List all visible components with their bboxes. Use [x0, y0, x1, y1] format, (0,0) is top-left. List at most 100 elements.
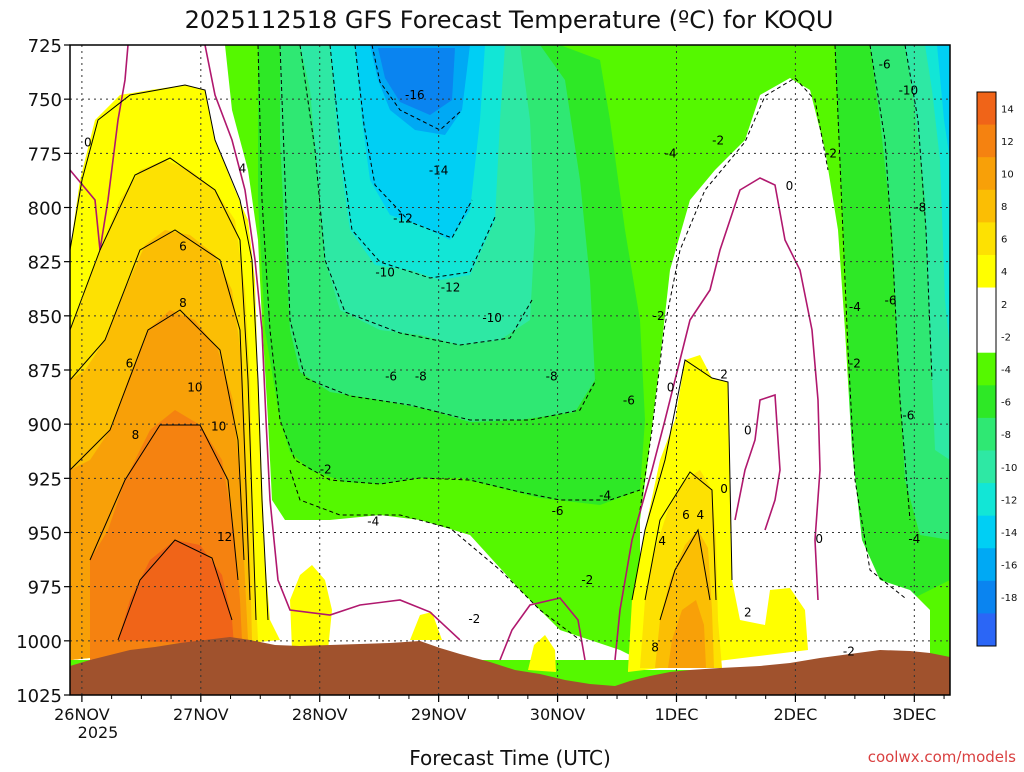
- contour-label: -8: [546, 370, 558, 384]
- y-tick-label: 1000: [16, 632, 62, 653]
- contour-label: -10: [482, 311, 502, 325]
- contour-label: 6: [682, 508, 690, 522]
- field-warm-12: [118, 540, 234, 645]
- colorbar-swatch: [977, 189, 996, 223]
- field-warm-pocket-1: [290, 565, 332, 650]
- x-tick-label: 1DEC: [655, 705, 699, 724]
- colorbar-label: 2: [1001, 300, 1007, 311]
- x-axis: 26NOV 27NOV 28NOV 29NOV 30NOV 1DEC 2DEC 3DEC: [54, 695, 945, 724]
- colorbar-label: -4: [1001, 365, 1011, 376]
- contour-label: 4: [239, 162, 247, 176]
- y-tick-label: 750: [28, 90, 62, 111]
- colorbar-swatch: [977, 417, 996, 451]
- y-tick-label: 875: [28, 361, 62, 382]
- contour-label: 0: [720, 482, 728, 496]
- colorbar-label: 8: [1001, 202, 1007, 213]
- credit-link[interactable]: coolwx.com/models: [868, 748, 1016, 766]
- x-subtick-label: 2025: [78, 723, 119, 742]
- colorbar-label: 12: [1001, 137, 1014, 148]
- contour-label: 10: [187, 380, 202, 394]
- contour-label: 0: [744, 424, 752, 438]
- y-tick-label: 850: [28, 307, 62, 328]
- negative-contours: [257, 45, 933, 641]
- field-warm-pocket-2: [410, 612, 442, 640]
- contour-label: 0: [84, 136, 92, 150]
- colorbar-label: 10: [1001, 169, 1014, 180]
- colorbar-swatch: [977, 385, 996, 419]
- x-tick-label: 3DEC: [892, 705, 936, 724]
- x-tick-label: 28NOV: [292, 705, 348, 724]
- colorbar-swatch: [977, 515, 996, 549]
- contour-label: -16: [405, 88, 425, 102]
- colorbar-label: -14: [1001, 528, 1017, 539]
- contour-label: -10: [375, 266, 395, 280]
- contour-label: -8: [914, 201, 926, 215]
- colorbar-swatch: [977, 548, 996, 582]
- colorbar-label: 14: [1001, 104, 1014, 115]
- colorbar-label: 6: [1001, 235, 1007, 246]
- y-tick-label: 725: [28, 36, 62, 57]
- colorbar-label: -8: [1001, 430, 1011, 441]
- contour-label: -4: [599, 489, 611, 503]
- contour-label: -2: [320, 463, 332, 477]
- colorbar-swatch: [977, 287, 996, 321]
- contour-label: 6: [179, 240, 187, 254]
- x-axis-label: Forecast Time (UTC): [409, 746, 611, 768]
- field-warm-right-8: [668, 600, 706, 668]
- contour-label: -2: [653, 309, 665, 323]
- contour-label: -6: [902, 409, 914, 423]
- contour-label: 8: [179, 296, 187, 310]
- y-tick-label: 950: [28, 524, 62, 545]
- contour-label: 12: [217, 530, 232, 544]
- x-tick-label: 29NOV: [411, 705, 467, 724]
- x-tick-label: 27NOV: [173, 705, 229, 724]
- y-tick-label: 900: [28, 415, 62, 436]
- colorbar-label: 4: [1001, 267, 1007, 278]
- field-cold-18: [378, 48, 455, 115]
- contour-labels: 0 -16 -14 -12 -12 -10 -10 -8 -8 -6 -6 -6 -4 -4 -4 -2 -2 -…: [84, 58, 926, 659]
- colorbar-swatch: [977, 157, 996, 191]
- colorbar-swatch: [977, 222, 996, 256]
- colorbar-label: -2: [1001, 332, 1011, 343]
- colorbar-swatch: [977, 320, 996, 354]
- contour-label: -4: [665, 146, 677, 160]
- contour-label: 8: [651, 640, 659, 654]
- colorbar: 14 12 10 8 6 4 2 -2 -4 -6 -8 -10 -12 -14 -16 -18: [976, 91, 1017, 647]
- contour-label: -2: [581, 573, 593, 587]
- contour-label: -12: [393, 211, 413, 225]
- contour-label: -6: [385, 370, 397, 384]
- colorbar-swatch: [977, 580, 996, 614]
- colorbar-label: -18: [1001, 593, 1017, 604]
- y-tick-label: 775: [28, 144, 62, 165]
- colorbar-swatch: [977, 254, 996, 289]
- contour-label: -12: [441, 281, 461, 295]
- y-tick-label: 975: [28, 578, 62, 599]
- colorbar-label: -6: [1001, 398, 1011, 409]
- contour-label: -10: [899, 84, 919, 98]
- contour-label: 0: [815, 532, 823, 546]
- colorbar-swatch: [977, 613, 996, 647]
- colorbar-swatch: [977, 450, 996, 484]
- contour-label: -4: [908, 532, 920, 546]
- contour-label: 2: [744, 606, 752, 620]
- contour-label: -4: [849, 300, 861, 314]
- colorbar-swatch: [977, 352, 996, 386]
- contour-label: -2: [712, 133, 724, 147]
- y-tick-label: 800: [28, 199, 62, 220]
- contour-label: -6: [623, 393, 635, 407]
- contour-label: 0: [786, 179, 794, 193]
- y-tick-label: 925: [28, 469, 62, 490]
- zero-contours: [70, 45, 821, 661]
- contour-label: -14: [429, 164, 449, 178]
- contour-label: -2: [468, 612, 480, 626]
- colorbar-swatch: [977, 92, 996, 126]
- contour-label: 8: [132, 428, 140, 442]
- contour-label: -6: [885, 294, 897, 308]
- terrain: [70, 637, 950, 695]
- contour-label: -6: [879, 58, 891, 72]
- colorbar-swatch: [977, 124, 996, 158]
- contour-label: 4: [696, 508, 704, 522]
- positive-contours: [70, 84, 733, 641]
